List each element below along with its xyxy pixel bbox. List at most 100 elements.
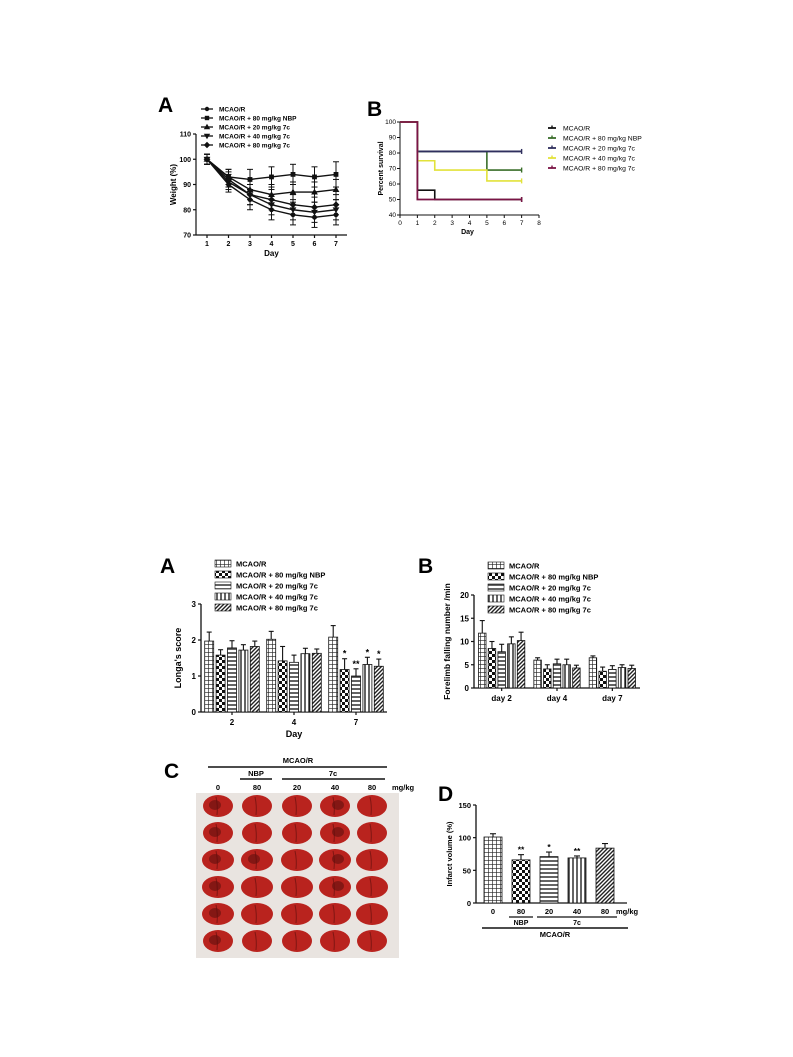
midline — [332, 931, 335, 951]
infarct-region — [209, 908, 221, 918]
y-axis-label: Percent survival — [378, 141, 385, 195]
y-tick-label: 0 — [465, 684, 470, 693]
bar — [539, 856, 559, 904]
bar — [215, 654, 226, 713]
legend-label: MCAO/R + 80 mg/kg 7c — [219, 143, 290, 150]
y-tick-label: 1 — [192, 672, 197, 681]
brain-slice — [356, 903, 388, 925]
legend-label: MCAO/R + 20 mg/kg 7c — [219, 125, 290, 132]
x-tick-label: 4 — [468, 220, 472, 227]
brain-slice — [319, 903, 351, 925]
legend-marker — [203, 141, 211, 149]
legend-label: MCAO/R + 80 mg/kg 7c — [509, 606, 591, 615]
infarct-region — [209, 935, 221, 945]
y-tick-label: 50 — [463, 866, 471, 875]
y-tick-label: 100 — [385, 119, 396, 126]
forelimb-falling-bar-chart: MCAO/R MCAO/R + 80 mg/kg NBP MCAO/R + 20 m… — [442, 562, 640, 703]
midline — [294, 877, 297, 897]
y-tick-label: 50 — [389, 197, 397, 204]
longa-score-bar-chart: MCAO/R MCAO/R + 80 mg/kg NBP MCAO/R + 20 m… — [173, 560, 387, 739]
y-tick-label: 100 — [179, 157, 191, 164]
midline — [294, 904, 297, 924]
data-point — [311, 203, 318, 211]
y-tick-label: 70 — [389, 166, 397, 173]
x-tick-label: 2 — [230, 718, 235, 727]
x-tick-label: 4 — [270, 241, 274, 248]
bar — [511, 859, 531, 904]
brain-slice — [356, 849, 388, 871]
legend-label: MCAO/R + 80 mg/kg NBP — [236, 571, 325, 580]
midline — [215, 877, 218, 897]
brain-slice — [357, 930, 387, 952]
bar — [478, 632, 487, 689]
midline — [369, 850, 372, 870]
brain-slice — [281, 876, 313, 898]
x-tick-label: 5 — [291, 241, 295, 248]
y-tick-label: 0 — [467, 899, 471, 908]
data-point — [289, 201, 297, 209]
bar — [617, 667, 627, 689]
x-tick-label: 3 — [450, 220, 454, 227]
bar — [373, 665, 384, 713]
legend-label: MCAO/R + 40 mg/kg 7c — [563, 156, 636, 163]
midline — [332, 823, 335, 843]
fig2-panel-b-letter: B — [418, 555, 433, 578]
brain-slice — [242, 930, 272, 952]
legend-swatch — [214, 603, 232, 612]
bar — [588, 657, 598, 689]
legend-label: MCAO/R + 40 mg/kg 7c — [219, 134, 290, 141]
bar — [266, 638, 277, 713]
dose-label: 40 — [331, 783, 339, 792]
y-tick-label: 10 — [460, 638, 469, 647]
brain-slice — [357, 795, 387, 817]
legend-label: MCAO/R — [219, 107, 246, 114]
bar — [598, 670, 607, 689]
bar — [497, 651, 506, 689]
data-point — [269, 174, 274, 180]
dose-label: 80 — [253, 783, 261, 792]
x-tick-label: 2 — [433, 220, 437, 227]
y-tick-label: 2 — [192, 636, 197, 645]
bar — [572, 667, 581, 689]
brain-slice — [282, 930, 312, 952]
significance-mark: * — [377, 649, 381, 659]
infarct-region — [332, 881, 344, 891]
legend-label: MCAO/R + 80 mg/kg NBP — [563, 136, 642, 143]
fig1-panel-a-letter: A — [158, 94, 173, 117]
legend-label: MCAO/R + 80 mg/kg 7c — [563, 166, 636, 173]
midline — [215, 850, 218, 870]
bar — [562, 664, 571, 689]
y-tick-label: 70 — [183, 233, 191, 240]
x-tick-label: 80 — [517, 907, 525, 916]
legend-label: MCAO/R + 40 mg/kg 7c — [509, 595, 591, 604]
x-tick-label: 6 — [502, 220, 506, 227]
bar — [311, 652, 322, 713]
bar — [362, 664, 373, 713]
legend-swatch — [487, 594, 505, 603]
midline — [254, 823, 257, 843]
bar — [204, 640, 215, 713]
brain-slice — [282, 822, 312, 844]
midline — [369, 877, 372, 897]
infarct-region — [209, 827, 221, 837]
x-tick-label: 0 — [491, 907, 495, 916]
bar — [227, 647, 237, 713]
drug-label: 7c — [329, 769, 337, 778]
survival-curve — [400, 121, 522, 201]
dose-label: 0 — [216, 783, 220, 792]
legend-swatch — [487, 605, 505, 614]
legend-marker — [204, 106, 210, 112]
legend-label: MCAO/R + 40 mg/kg 7c — [236, 593, 318, 602]
legend-marker — [204, 115, 210, 121]
drug-label: 7c — [573, 920, 581, 927]
x-tick-label: 5 — [485, 220, 489, 227]
group-label: MCAO/R — [283, 756, 314, 765]
legend-label: MCAO/R — [236, 560, 267, 569]
y-tick-label: 110 — [180, 132, 191, 139]
dose-label: 80 — [368, 783, 376, 792]
data-point — [311, 188, 318, 195]
x-tick-label: 80 — [601, 907, 609, 916]
midline — [294, 931, 297, 951]
data-point — [290, 172, 296, 177]
bar — [533, 659, 542, 689]
